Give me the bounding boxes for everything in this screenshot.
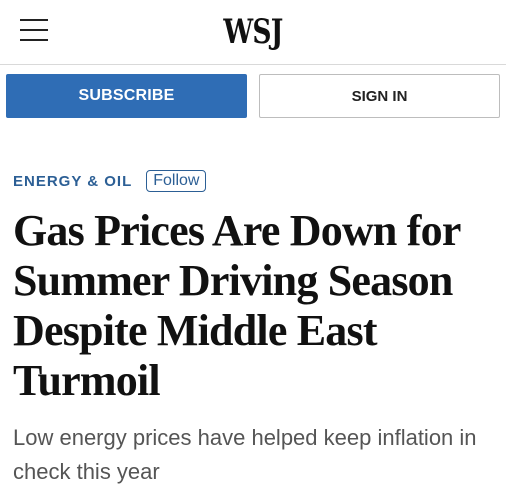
section-row: ENERGY & OIL Follow	[13, 168, 207, 194]
sign-in-button[interactable]: SIGN IN	[259, 74, 500, 118]
wsj-logo[interactable]: WSJ	[223, 12, 283, 52]
menu-line	[20, 19, 48, 21]
hamburger-menu-icon[interactable]	[20, 19, 48, 41]
menu-line	[20, 39, 48, 41]
follow-button[interactable]: Follow	[146, 170, 207, 192]
article-headline: Gas Prices Are Down for Summer Driving S…	[13, 206, 461, 405]
top-bar: WSJ	[0, 0, 506, 65]
section-label[interactable]: ENERGY & OIL	[13, 172, 133, 190]
menu-line	[20, 29, 48, 31]
subscribe-button[interactable]: SUBSCRIBE	[6, 74, 247, 118]
article-dek: Low energy prices have helped keep infla…	[13, 425, 477, 484]
